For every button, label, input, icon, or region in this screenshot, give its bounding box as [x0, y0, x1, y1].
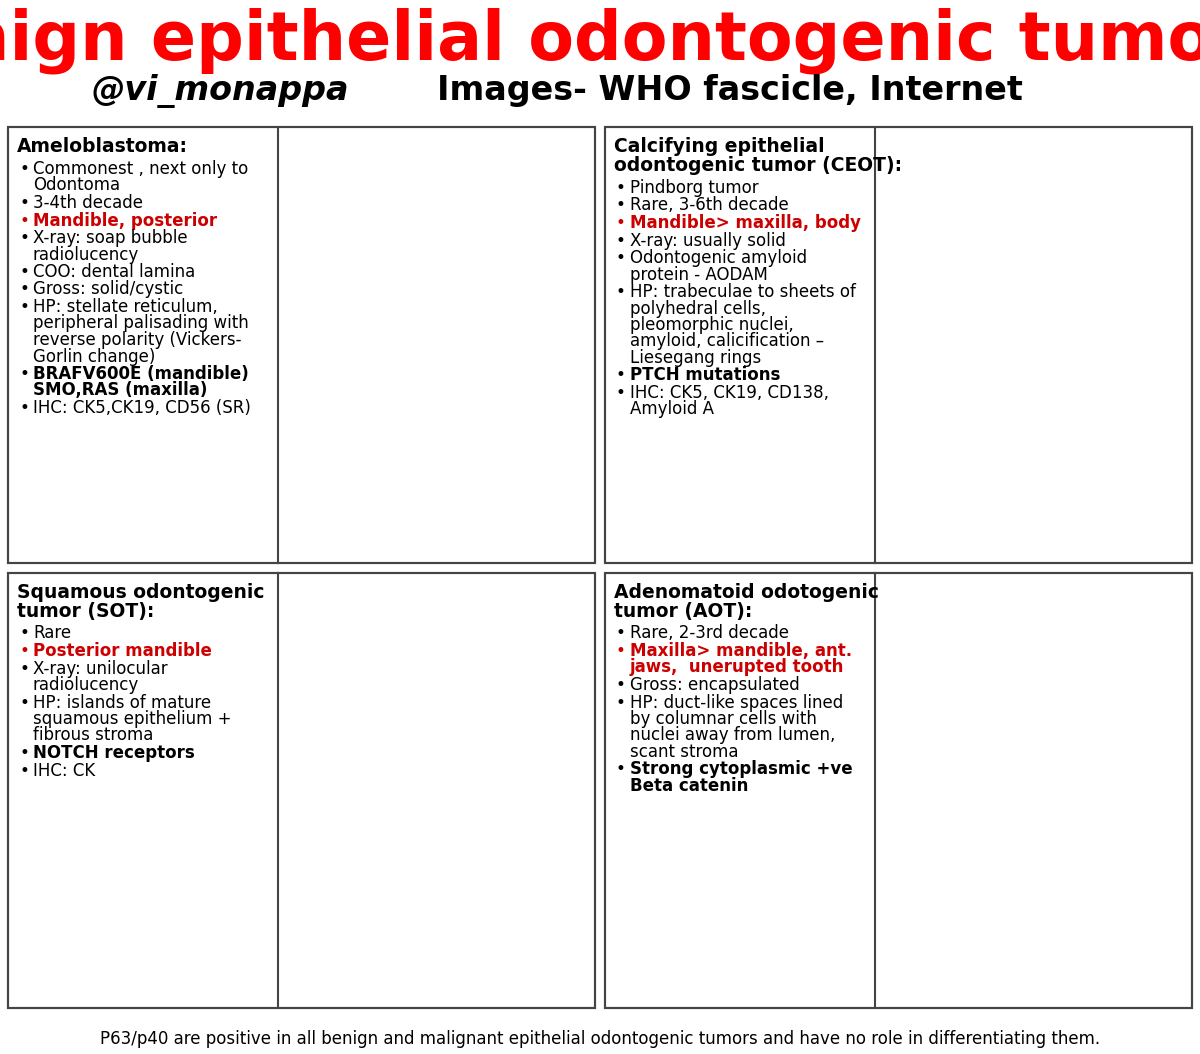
Text: tumor (SOT):: tumor (SOT): — [17, 602, 155, 621]
Text: •: • — [616, 642, 626, 660]
Text: nuclei away from lumen,: nuclei away from lumen, — [630, 726, 835, 744]
Text: Strong cytoplasmic +ve: Strong cytoplasmic +ve — [630, 761, 853, 779]
Text: peripheral palisading with: peripheral palisading with — [34, 314, 248, 332]
Text: •: • — [616, 676, 626, 694]
Text: by columnar cells with: by columnar cells with — [630, 710, 817, 728]
Text: Rare, 3-6th decade: Rare, 3-6th decade — [630, 196, 788, 215]
Text: •: • — [19, 625, 29, 643]
Text: •: • — [616, 694, 626, 711]
Text: Beta catenin: Beta catenin — [630, 777, 749, 795]
Text: Odontoma: Odontoma — [34, 176, 120, 195]
Text: •: • — [616, 761, 626, 779]
Text: Images- WHO fascicle, Internet: Images- WHO fascicle, Internet — [437, 74, 1022, 108]
Text: scant stroma: scant stroma — [630, 743, 738, 761]
Text: jaws,  unerupted tooth: jaws, unerupted tooth — [630, 659, 845, 677]
Text: Odontogenic amyloid: Odontogenic amyloid — [630, 249, 808, 267]
Text: X-ray: usually solid: X-ray: usually solid — [630, 232, 786, 250]
Text: Amyloid A: Amyloid A — [630, 401, 714, 418]
Text: squamous epithelium +: squamous epithelium + — [34, 710, 232, 728]
Text: •: • — [19, 399, 29, 417]
Text: Maxilla> mandible, ant.: Maxilla> mandible, ant. — [630, 642, 852, 660]
Text: •: • — [19, 298, 29, 316]
Text: •: • — [19, 212, 29, 230]
Text: IHC: CK5,CK19, CD56 (SR): IHC: CK5,CK19, CD56 (SR) — [34, 399, 251, 417]
Text: •: • — [19, 365, 29, 383]
Text: •: • — [616, 179, 626, 197]
Text: •: • — [19, 160, 29, 178]
Bar — [605, 572, 1192, 1008]
Text: amyloid, calicification –: amyloid, calicification – — [630, 332, 824, 351]
Text: Adenomatoid odotogenic: Adenomatoid odotogenic — [614, 583, 878, 602]
Text: X-ray: soap bubble: X-ray: soap bubble — [34, 229, 187, 247]
Text: Rare, 2-3rd decade: Rare, 2-3rd decade — [630, 625, 790, 643]
Text: •: • — [19, 229, 29, 247]
Text: Benign epithelial odontogenic tumours: Benign epithelial odontogenic tumours — [0, 8, 1200, 75]
Text: BRAFV600E (mandible): BRAFV600E (mandible) — [34, 365, 248, 383]
Text: @vi_monappa: @vi_monappa — [91, 74, 349, 108]
Bar — [8, 572, 595, 1008]
Text: Liesegang rings: Liesegang rings — [630, 349, 761, 367]
Text: •: • — [19, 761, 29, 780]
Bar — [8, 572, 595, 1008]
Bar — [605, 126, 1192, 563]
Text: Gross: solid/cystic: Gross: solid/cystic — [34, 280, 184, 298]
Text: •: • — [19, 744, 29, 762]
Text: •: • — [616, 196, 626, 215]
Text: HP: stellate reticulum,: HP: stellate reticulum, — [34, 298, 217, 316]
Bar — [8, 126, 595, 563]
Text: polyhedral cells,: polyhedral cells, — [630, 299, 766, 317]
Text: •: • — [616, 384, 626, 402]
Text: Squamous odontogenic: Squamous odontogenic — [17, 583, 264, 602]
Text: Calcifying epithelial: Calcifying epithelial — [614, 137, 824, 156]
Text: Gross: encapsulated: Gross: encapsulated — [630, 676, 799, 694]
Text: •: • — [19, 642, 29, 660]
Text: Pindborg tumor: Pindborg tumor — [630, 179, 758, 197]
Text: COO: dental lamina: COO: dental lamina — [34, 264, 196, 281]
Text: Commonest , next only to: Commonest , next only to — [34, 160, 248, 178]
Text: •: • — [616, 214, 626, 232]
Text: HP: duct-like spaces lined: HP: duct-like spaces lined — [630, 694, 844, 711]
Text: odontogenic tumor (CEOT):: odontogenic tumor (CEOT): — [614, 156, 902, 175]
Text: fibrous stroma: fibrous stroma — [34, 726, 154, 744]
Text: Gorlin change): Gorlin change) — [34, 348, 155, 366]
Text: protein - AODAM: protein - AODAM — [630, 266, 768, 284]
Text: HP: islands of mature: HP: islands of mature — [34, 694, 211, 711]
Bar — [605, 126, 1192, 563]
Text: Ameloblastoma:: Ameloblastoma: — [17, 137, 188, 156]
Bar — [605, 572, 1192, 1008]
Text: PTCH mutations: PTCH mutations — [630, 367, 780, 385]
Text: Mandible> maxilla, body: Mandible> maxilla, body — [630, 214, 862, 232]
Text: Rare: Rare — [34, 625, 71, 643]
Text: SMO,RAS (maxilla): SMO,RAS (maxilla) — [34, 382, 208, 399]
Text: IHC: CK5, CK19, CD138,: IHC: CK5, CK19, CD138, — [630, 384, 829, 402]
Bar — [8, 126, 595, 563]
Text: X-ray: unilocular: X-ray: unilocular — [34, 660, 168, 678]
Text: radiolucency: radiolucency — [34, 676, 139, 694]
Text: •: • — [616, 249, 626, 267]
Text: pleomorphic nuclei,: pleomorphic nuclei, — [630, 316, 793, 334]
Text: Posterior mandible: Posterior mandible — [34, 642, 212, 660]
Text: •: • — [616, 625, 626, 643]
Text: •: • — [19, 694, 29, 711]
Text: •: • — [19, 264, 29, 281]
Text: 3-4th decade: 3-4th decade — [34, 194, 143, 212]
Text: Mandible, posterior: Mandible, posterior — [34, 212, 217, 230]
Text: •: • — [19, 194, 29, 212]
Text: radiolucency: radiolucency — [34, 246, 139, 264]
Text: HP: trabeculae to sheets of: HP: trabeculae to sheets of — [630, 284, 856, 301]
Text: •: • — [616, 367, 626, 385]
Text: P63/p40 are positive in all benign and malignant epithelial odontogenic tumors a: P63/p40 are positive in all benign and m… — [100, 1030, 1100, 1048]
Text: •: • — [616, 232, 626, 250]
Text: •: • — [616, 284, 626, 301]
Text: tumor (AOT):: tumor (AOT): — [614, 602, 752, 621]
Text: IHC: CK: IHC: CK — [34, 761, 95, 780]
Text: •: • — [19, 660, 29, 678]
Text: reverse polarity (Vickers-: reverse polarity (Vickers- — [34, 331, 241, 349]
Text: •: • — [19, 280, 29, 298]
Text: NOTCH receptors: NOTCH receptors — [34, 744, 194, 762]
